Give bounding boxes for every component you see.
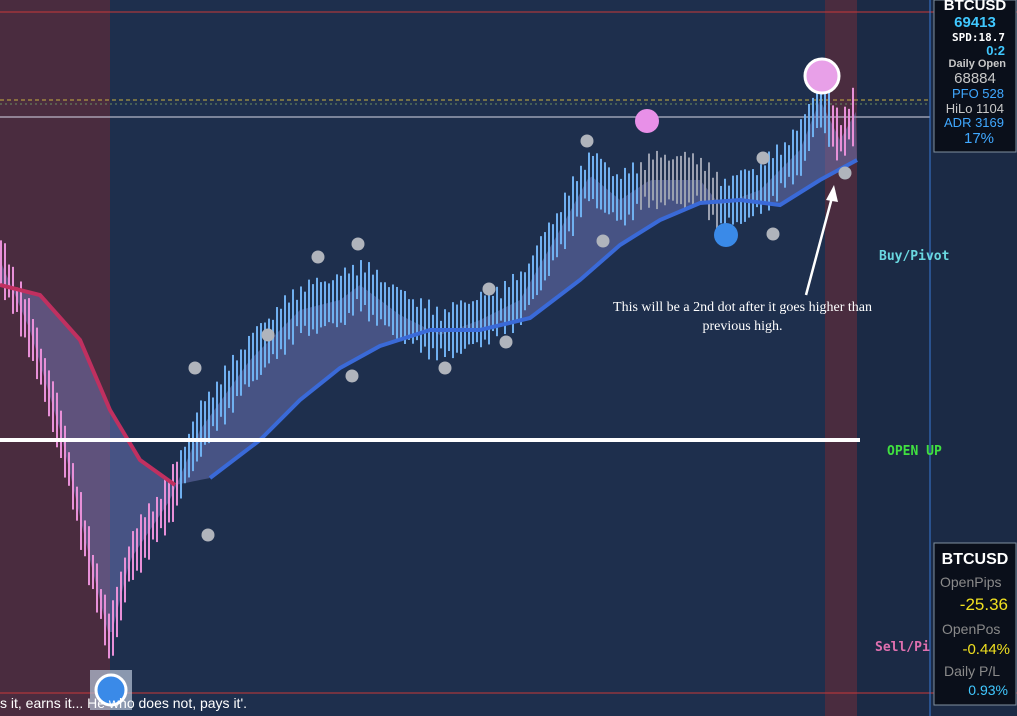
moving-average — [208, 158, 858, 480]
panel-symbol: BTCUSD — [942, 551, 1009, 568]
zone-main — [110, 0, 825, 716]
low-dot — [714, 223, 738, 247]
symbol: BTCUSD — [944, 0, 1007, 14]
open-up-label: OPEN UP — [887, 444, 942, 459]
pivot-dot — [756, 151, 770, 165]
price: 69413 — [954, 14, 996, 31]
daily-open-label: Daily Open — [949, 58, 1007, 70]
daily-pl: 0.93% — [968, 682, 1008, 698]
pfo: PFO 528 — [952, 86, 1004, 101]
daily-open: 68884 — [954, 70, 996, 87]
pivot-dot — [499, 335, 513, 349]
pivot-dot — [188, 361, 202, 375]
arrow-head — [826, 185, 838, 202]
ticker: s it, earns it... He who does not, pays … — [0, 695, 247, 711]
zone-right — [825, 0, 857, 716]
buy-pivot-label: Buy/Pivot — [879, 249, 949, 264]
sell-pivot-label: Sell/Pi — [875, 640, 930, 655]
panel-box — [933, 542, 1017, 706]
pivot-dot — [261, 328, 275, 342]
pivot-dot — [838, 166, 852, 180]
annotation: This will be a 2nd dot after it goes hig… — [613, 300, 872, 334]
pivot-dot — [766, 227, 780, 241]
price-bars — [0, 57, 858, 659]
pivot-dot — [482, 282, 496, 296]
pivot-dot — [438, 361, 452, 375]
open-pos-label: OpenPos — [942, 621, 1000, 637]
spread: SPD:18.7 — [952, 31, 1005, 44]
high-dot — [635, 109, 659, 133]
pivot-dot — [351, 237, 365, 251]
annotation-text: This will be a 2nd dot after it goes hig… — [613, 300, 872, 334]
adr: ADR 3169 — [944, 115, 1004, 130]
open-pips-label: OpenPips — [940, 574, 1001, 590]
timer: 0:2 — [986, 43, 1005, 58]
arrow — [804, 189, 836, 296]
adr-pct: 17% — [964, 130, 994, 147]
moving-average — [0, 283, 177, 487]
info-box — [933, 0, 1017, 153]
pivot-dot — [201, 528, 215, 542]
signal-dot — [94, 673, 128, 707]
open-pos: -0.44% — [962, 641, 1010, 658]
signal-dot — [803, 57, 841, 95]
open-pips: -25.36 — [960, 595, 1008, 614]
pivot-dot — [345, 369, 359, 383]
pivot-dot — [580, 134, 594, 148]
pivot-dot — [311, 250, 325, 264]
daily-pl-label: Daily P/L — [944, 663, 1000, 679]
zone-left — [0, 0, 110, 716]
pivot-dot — [596, 234, 610, 248]
hilo: HiLo 1104 — [946, 101, 1004, 116]
